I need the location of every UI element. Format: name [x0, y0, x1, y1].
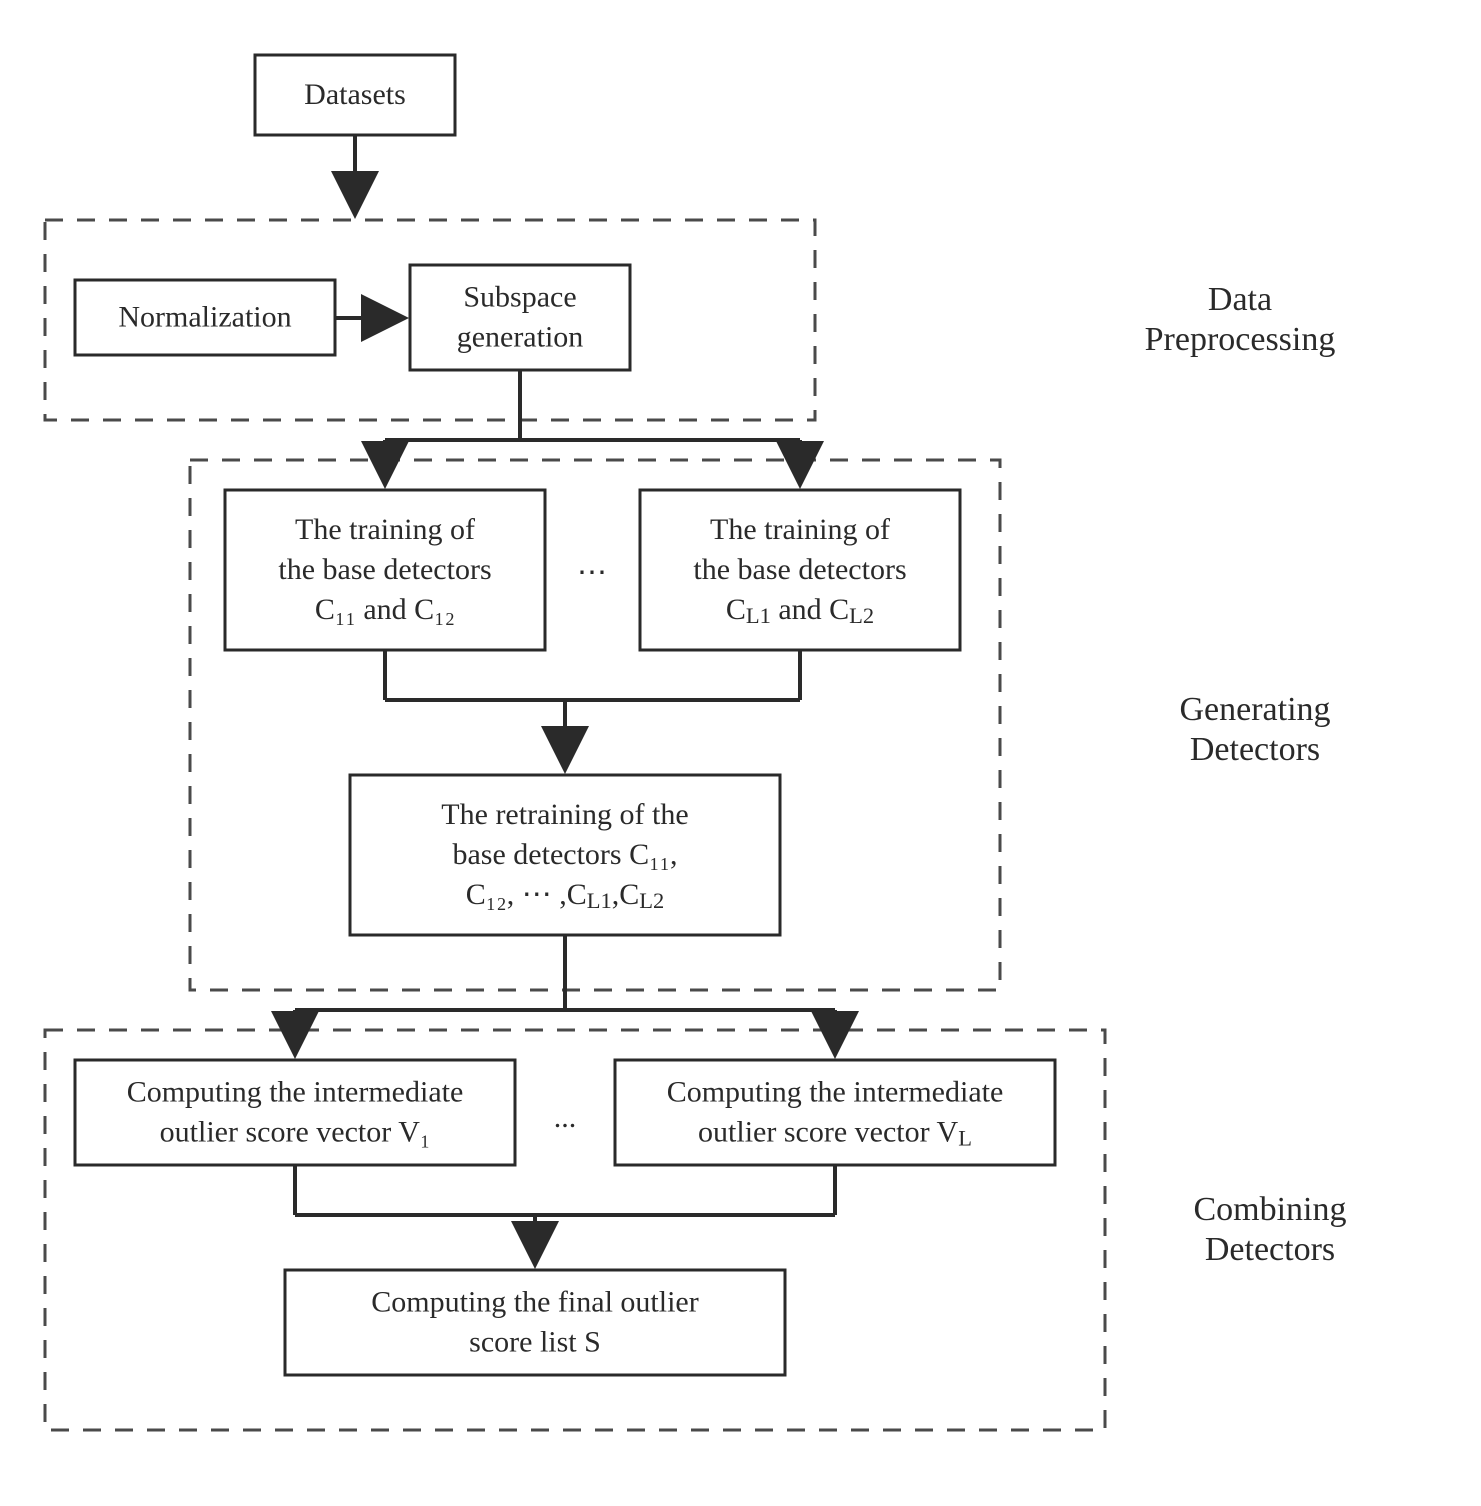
group-label-preprocessing: Preprocessing — [1145, 321, 1336, 358]
node-text-final: Computing the final outlier — [371, 1285, 698, 1318]
node-text-datasets: Datasets — [304, 78, 406, 111]
flowchart-canvas: DataPreprocessingGeneratingDetectorsComb… — [20, 20, 1481, 1486]
group-label-generating: Detectors — [1190, 731, 1320, 768]
node-text-train_right: the base detectors — [693, 553, 906, 586]
node-text-compute_left: Computing the intermediate — [127, 1075, 464, 1108]
node-text-final: score list S — [469, 1325, 601, 1358]
node-text-train_left: The training of — [295, 513, 475, 546]
node-text-compute_left: outlier score vector V₁ — [160, 1115, 431, 1148]
node-text-retrain: base detectors C₁₁, — [452, 838, 677, 871]
node-text-train_left: C₁₁ and C₁₂ — [315, 593, 455, 626]
ellipsis-between_train: ⋯ — [577, 556, 607, 589]
group-label-preprocessing: Data — [1208, 281, 1272, 318]
node-text-subspace: generation — [457, 320, 584, 353]
node-text-train_left: the base detectors — [278, 553, 491, 586]
node-text-compute_right: outlier score vector VL — [698, 1115, 972, 1150]
node-text-subspace: Subspace — [463, 280, 576, 313]
node-text-normalization: Normalization — [118, 300, 291, 333]
ellipsis-between_compute: ... — [554, 1101, 577, 1134]
node-text-retrain: The retraining of the — [441, 798, 688, 831]
group-label-combining: Detectors — [1205, 1231, 1335, 1268]
node-text-train_right: The training of — [710, 513, 890, 546]
node-text-compute_right: Computing the intermediate — [667, 1075, 1004, 1108]
node-text-retrain: C₁₂, ⋯ ,CL1,CL2 — [466, 878, 664, 913]
group-label-generating: Generating — [1179, 691, 1330, 728]
group-label-combining: Combining — [1193, 1191, 1346, 1228]
